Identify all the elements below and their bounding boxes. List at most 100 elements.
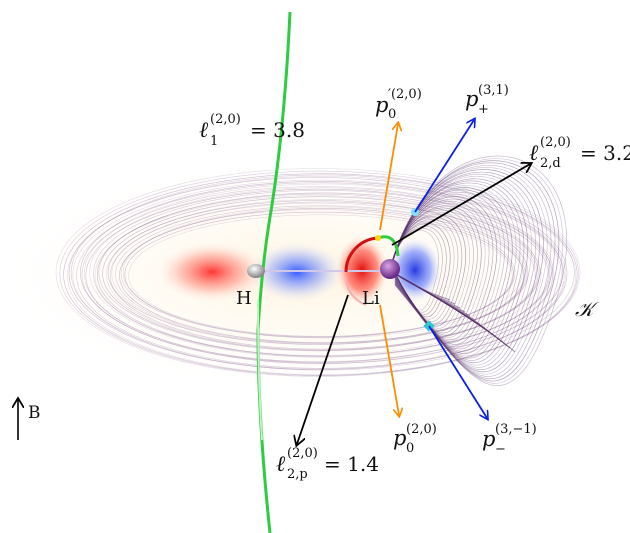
vortex-loop <box>389 158 564 384</box>
svg-text:ℓ: ℓ <box>529 141 539 166</box>
vortex-loop <box>389 209 474 332</box>
svg-text:′(2,0): ′(2,0) <box>388 87 422 102</box>
vortex-line-l1-faded <box>257 299 263 441</box>
vortex-loop <box>389 207 478 334</box>
torus-loop <box>119 208 525 343</box>
torus-loop <box>80 181 564 364</box>
vortex-loop <box>389 178 529 364</box>
vortex-arc-red <box>344 236 379 273</box>
torus-loop <box>89 187 552 358</box>
torus-loop <box>98 193 540 352</box>
torus-loop <box>122 206 523 339</box>
vortex-loop <box>389 223 451 318</box>
svg-text:0: 0 <box>388 107 396 122</box>
svg-text:(3,−1): (3,−1) <box>495 422 537 437</box>
vortex-point-yellow <box>375 235 381 241</box>
vortex-loop <box>389 162 556 379</box>
torus-loop <box>85 188 553 363</box>
svg-text:(2,0): (2,0) <box>540 135 571 150</box>
vortex-loop <box>389 180 525 361</box>
vortex-loop <box>389 214 467 327</box>
vortex-field-lines <box>389 155 568 387</box>
arrow-l2p <box>297 294 349 444</box>
svg-text:(3,1): (3,1) <box>478 83 509 98</box>
label-li: Li <box>362 288 380 309</box>
nucleus-h <box>247 264 265 278</box>
label-l2d: ℓ (2,0) 2,d = 3.2 <box>529 135 630 171</box>
label-p0: p (2,0) 0 <box>393 422 437 456</box>
vortex-loop <box>389 171 540 370</box>
torus-loop <box>59 170 579 377</box>
torus-loop <box>76 182 565 369</box>
svg-text:−: − <box>495 442 506 457</box>
torus-loop <box>94 195 542 356</box>
arrow-p0prime <box>379 124 398 231</box>
label-l1: ℓ (2,0) 1 = 3.8 <box>199 112 305 149</box>
torus-loop <box>68 177 568 370</box>
arrow-pplus <box>414 120 474 213</box>
torus-loop <box>55 168 581 377</box>
nucleus-li <box>380 259 400 279</box>
vortex-loop <box>389 227 443 313</box>
svg-text:1: 1 <box>210 134 218 149</box>
torus-loop <box>106 199 538 350</box>
vortex-loop <box>389 221 455 320</box>
svg-text:= 3.8: = 3.8 <box>250 118 305 142</box>
torus-loop <box>109 201 536 350</box>
label-pplus: p (3,1) + <box>465 83 509 117</box>
torus-loop <box>96 192 549 357</box>
svg-text:0: 0 <box>406 441 414 456</box>
vortex-loop <box>389 194 501 347</box>
svg-text:p: p <box>465 87 478 111</box>
vortex-loop <box>389 176 532 366</box>
torus-field-lines <box>55 168 581 377</box>
svg-text:p: p <box>393 426 406 450</box>
vortex-loop <box>389 182 521 359</box>
arrow-l2d <box>391 164 530 246</box>
vortex-loop <box>389 187 513 354</box>
svg-text:(2,0): (2,0) <box>406 422 437 437</box>
torus-loop <box>120 209 516 338</box>
svg-text:(2,0): (2,0) <box>210 112 241 127</box>
torus-loop <box>128 214 513 337</box>
vortex-loop <box>389 160 560 382</box>
svg-text:(2,0): (2,0) <box>287 446 318 461</box>
torus-loop <box>115 205 526 344</box>
vortex-loop <box>389 185 517 357</box>
svg-text:ℓ: ℓ <box>276 452 286 477</box>
vortex-loop <box>389 189 509 352</box>
torus-loop <box>81 186 555 363</box>
torus-loop <box>107 200 529 345</box>
torus-loop <box>124 211 514 338</box>
svg-text:= 1.4: = 1.4 <box>324 452 379 476</box>
svg-text:p: p <box>375 93 388 117</box>
torus-loop <box>111 202 527 345</box>
vortex-loop <box>389 165 552 377</box>
vortex-loop <box>389 155 568 387</box>
vortex-loop <box>389 219 459 322</box>
torus-loop <box>93 190 551 357</box>
vortex-loop <box>389 192 505 350</box>
svg-text:= 3.2: = 3.2 <box>580 141 630 165</box>
vortex-tail <box>391 271 516 353</box>
torus-loop <box>72 179 566 370</box>
torus-loop <box>83 183 562 364</box>
label-b: B <box>28 403 41 423</box>
label-l2p: ℓ (2,0) 2,p = 1.4 <box>276 446 379 482</box>
svg-text:+: + <box>478 102 489 117</box>
label-pminus: p (3,−1) − <box>482 422 537 457</box>
svg-text:2,p: 2,p <box>287 467 308 482</box>
label-kappa: 𝒦 <box>575 297 600 321</box>
torus-loop <box>102 196 539 351</box>
vortex-loop <box>389 225 447 315</box>
svg-text:ℓ: ℓ <box>199 118 209 143</box>
vortex-arc-red-lower <box>344 275 367 306</box>
vortex-loop <box>389 216 463 324</box>
density-red-lobe-h <box>157 242 267 302</box>
arrow-pminus <box>428 325 487 418</box>
vortex-loop <box>389 173 536 368</box>
vortex-loop <box>389 212 470 329</box>
svg-text:p: p <box>482 427 495 451</box>
vortex-loop <box>389 167 548 375</box>
